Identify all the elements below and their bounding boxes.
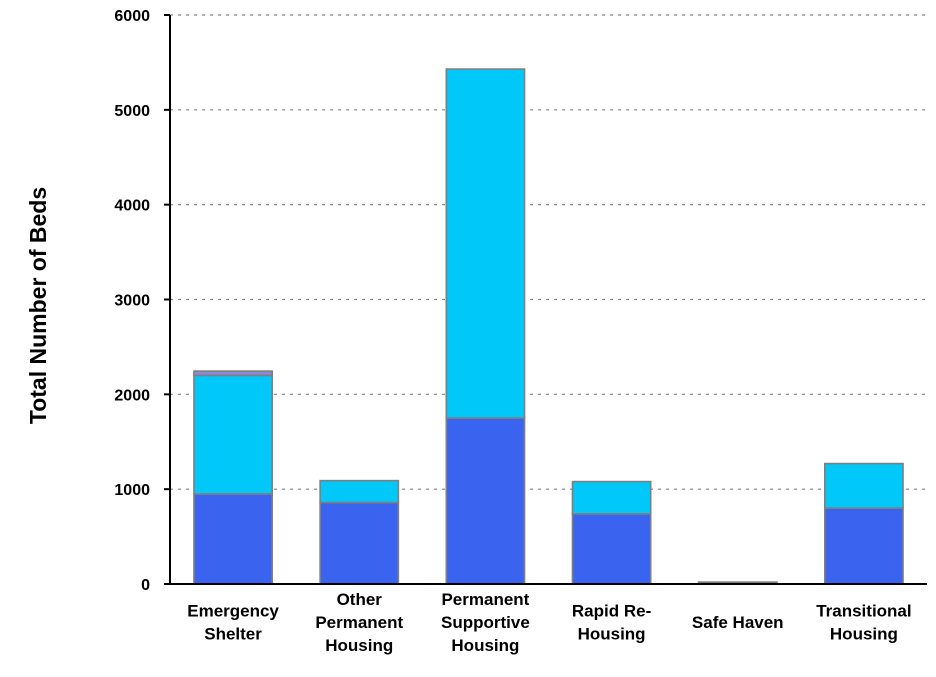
bar-2-series-1 [445, 68, 526, 419]
x-category-label-5: Transitional Housing [816, 602, 911, 644]
y-tick-label-2: 2000 [114, 387, 150, 404]
bar-1-series-1 [319, 479, 400, 504]
y-tick-labels: 0 1000 2000 3000 4000 5000 6000 [114, 8, 150, 594]
bar-5-series-0 [824, 507, 904, 585]
y-tick-label-5: 5000 [114, 103, 150, 120]
y-axis-title: Total Number of Beds [25, 187, 51, 424]
y-tick-label-0: 0 [141, 577, 150, 594]
bars [193, 68, 904, 585]
bar-0-series-1 [193, 374, 273, 495]
bar-1-series-0 [319, 501, 400, 585]
gridlines [170, 14, 927, 490]
y-tick-label-3: 3000 [114, 293, 150, 310]
bar-5-series-1 [824, 462, 904, 509]
bar-0-series-0 [193, 493, 273, 585]
axes [164, 14, 927, 585]
bar-3-series-0 [571, 513, 652, 585]
bar-0-series-2 [193, 370, 273, 377]
x-category-label-4: Safe Haven [692, 613, 784, 632]
bar-3-series-1 [571, 480, 652, 515]
x-category-label-1: Other Permanent Housing [315, 590, 403, 655]
x-category-labels: Emergency Shelter Other Permanent Housing Per… [187, 590, 911, 655]
bar-4-series-1 [697, 581, 778, 584]
y-tick-label-6: 6000 [114, 8, 150, 25]
x-category-label-3: Rapid Re-Housing [572, 602, 651, 644]
y-tick-label-1: 1000 [114, 482, 150, 499]
y-tick-label-4: 4000 [114, 198, 150, 215]
x-category-label-0: Emergency Shelter [187, 602, 279, 644]
x-category-label-2: Permanent Supportive Housing [441, 590, 530, 655]
bar-2-series-0 [445, 417, 526, 585]
